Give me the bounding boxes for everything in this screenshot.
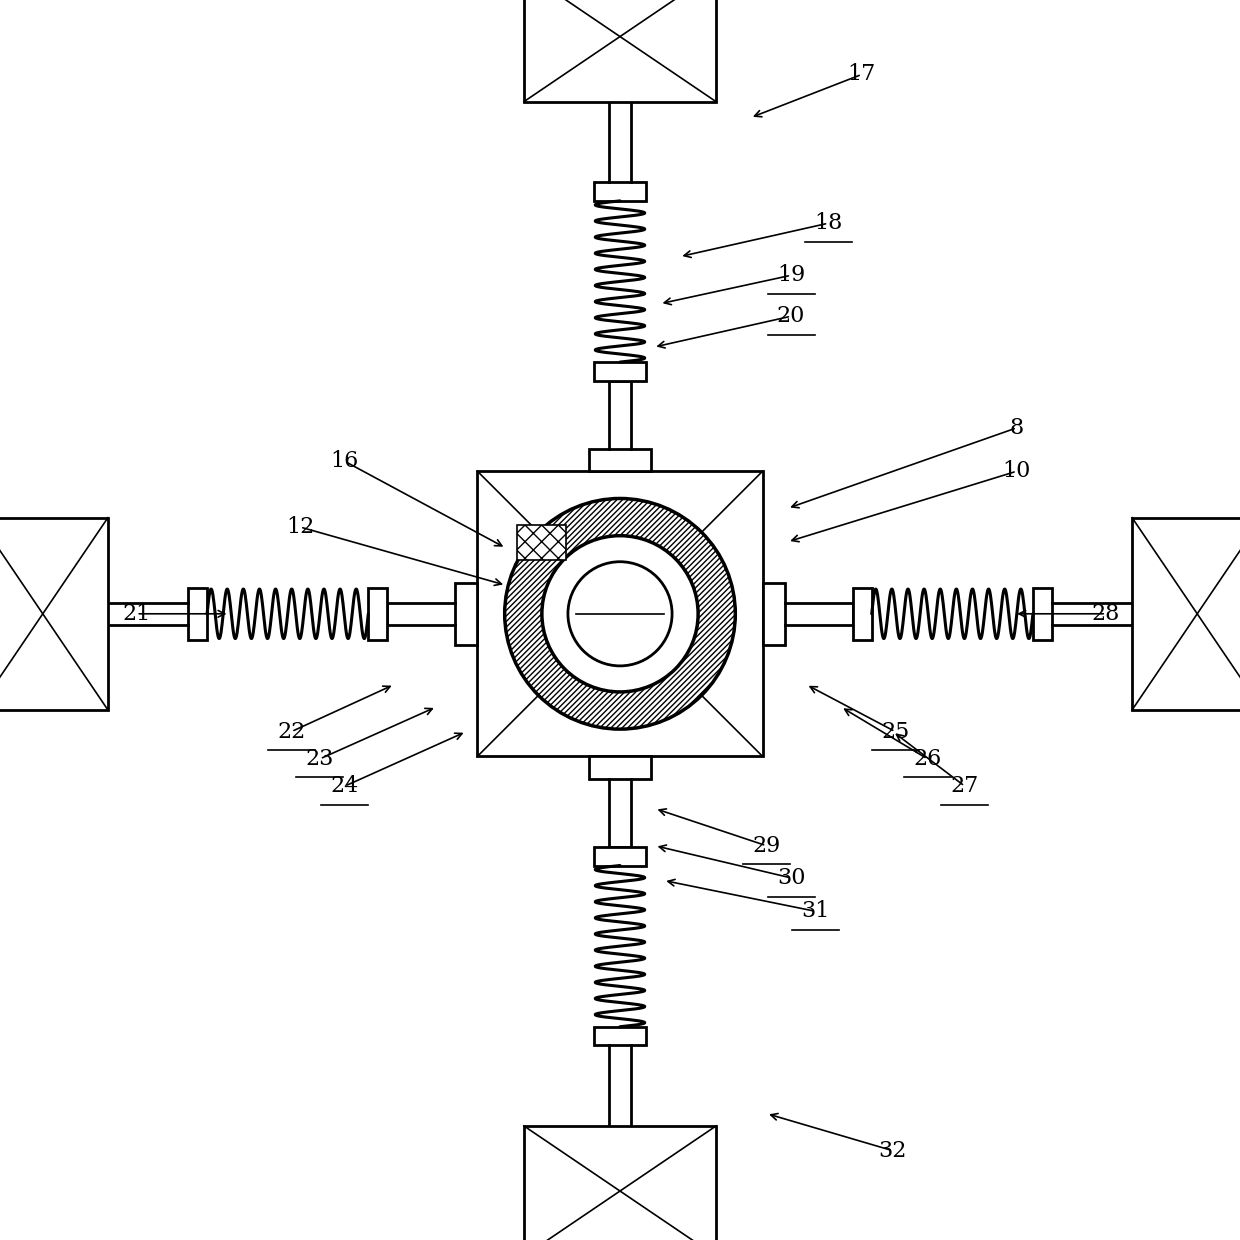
Circle shape xyxy=(542,536,698,692)
Bar xyxy=(0,518,108,709)
Text: 26: 26 xyxy=(914,748,941,770)
Bar xyxy=(594,362,646,381)
Bar xyxy=(1033,588,1052,640)
Text: 27: 27 xyxy=(951,775,978,797)
Text: 28: 28 xyxy=(1092,603,1120,625)
Bar xyxy=(594,1027,646,1045)
Bar xyxy=(523,0,717,102)
Bar xyxy=(455,583,477,645)
Bar xyxy=(589,449,651,471)
Text: 20: 20 xyxy=(777,305,805,327)
Text: 30: 30 xyxy=(777,867,805,889)
Text: 18: 18 xyxy=(815,212,842,234)
Circle shape xyxy=(568,562,672,666)
Bar xyxy=(594,182,646,201)
Text: 24: 24 xyxy=(331,775,358,797)
Text: 31: 31 xyxy=(802,900,830,923)
Bar xyxy=(589,756,651,779)
Text: 25: 25 xyxy=(882,720,909,743)
Bar xyxy=(1132,518,1240,709)
Text: 17: 17 xyxy=(848,63,875,86)
Text: 8: 8 xyxy=(1009,417,1024,439)
Bar xyxy=(523,1126,717,1240)
Bar xyxy=(477,471,763,756)
Text: 12: 12 xyxy=(286,516,314,538)
Bar xyxy=(763,583,785,645)
Text: 22: 22 xyxy=(278,720,305,743)
Text: 16: 16 xyxy=(331,450,358,472)
Bar xyxy=(517,525,567,559)
Text: 23: 23 xyxy=(306,748,334,770)
Bar xyxy=(594,847,646,866)
Text: 29: 29 xyxy=(753,835,780,857)
Text: 10: 10 xyxy=(1003,460,1030,482)
Bar xyxy=(368,588,387,640)
Text: 21: 21 xyxy=(123,603,150,625)
Bar xyxy=(853,588,872,640)
Bar xyxy=(188,588,207,640)
Circle shape xyxy=(505,498,735,729)
Text: 19: 19 xyxy=(777,264,805,286)
Text: 32: 32 xyxy=(879,1140,906,1162)
